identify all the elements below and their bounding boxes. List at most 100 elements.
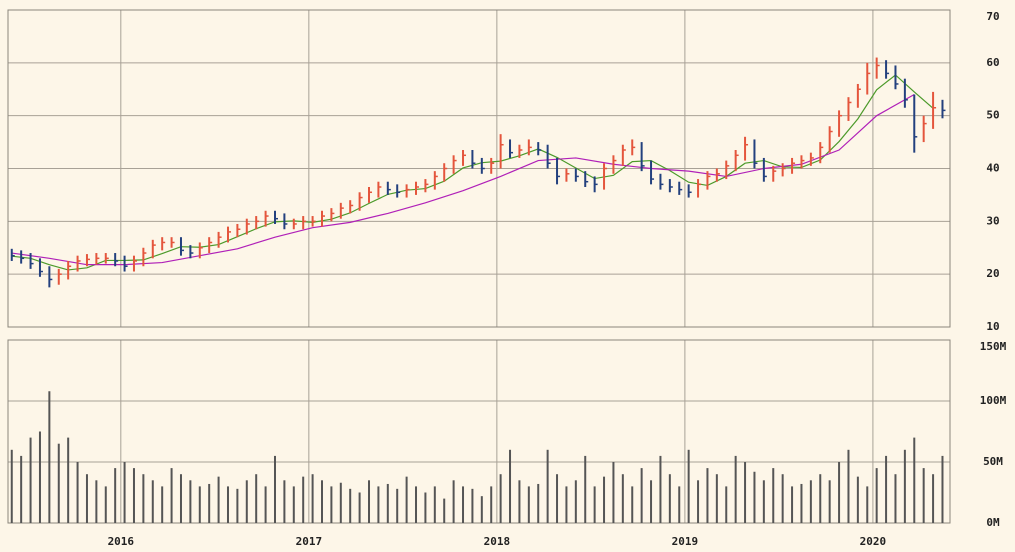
volume-bar [292,486,295,523]
y-tick-label: 30 [986,214,999,227]
volume-bar [424,492,427,523]
volume-bar [706,468,709,523]
volume-bar [941,455,944,523]
volume-bar [903,449,906,523]
volume-bar [715,474,718,523]
volume-bar [678,486,681,523]
x-tick-label: 2019 [672,535,699,548]
y-tick-label: 20 [986,267,999,280]
volume-bar [762,480,765,523]
volume-bar [875,468,878,523]
volume-bar [659,455,662,523]
volume-bar [264,486,267,523]
volume-bar [377,486,380,523]
volume-bar [151,480,154,523]
y-tick-label: 40 [986,162,999,175]
volume-bar [791,486,794,523]
volume-bar [518,480,521,523]
volume-bar [490,486,493,523]
panel-frame [7,9,951,328]
volume-bar [161,486,164,523]
volume-bar [809,480,812,523]
volume-bar [932,474,935,523]
volume-bar [330,486,333,523]
volume-bar [85,474,88,523]
volume-bar [828,480,831,523]
volume-bar [179,474,182,523]
volume-bar [76,462,79,523]
volume-bar [57,443,60,523]
volume-bar [650,480,653,523]
y-tick-label: 150M [980,340,1007,353]
volume-bar [20,455,23,523]
volume-bar [537,483,540,523]
x-tick-label: 2018 [484,535,511,548]
volume-bar [565,486,568,523]
volume-bar [208,483,211,523]
x-tick-label: 2016 [108,535,135,548]
y-tick-label: 50 [986,109,999,122]
volume-bar [358,492,361,523]
volume-bar [443,498,446,523]
volume-bar [123,462,126,523]
volume-bar [687,449,690,523]
y-tick-label: 100M [980,394,1007,407]
volume-bar [29,437,32,523]
volume-bar [772,468,775,523]
volume-bar [725,486,728,523]
y-tick-label: 50M [983,455,1003,468]
volume-bar [556,474,559,523]
volume-bar [142,474,145,523]
volume-bar [311,474,314,523]
volume-bar [527,486,530,523]
y-tick-label: 70 [986,10,999,23]
volume-bar [621,474,624,523]
volume-bar [255,474,258,523]
volume-bar [800,483,803,523]
volume-bar [546,449,549,523]
volume-bar [885,455,888,523]
volume-bar [584,455,587,523]
volume-bar [574,480,577,523]
volume-bar [631,486,634,523]
x-tick-label: 2017 [296,535,323,548]
volume-bar [847,449,850,523]
volume-bar [640,468,643,523]
volume-bar [245,480,248,523]
volume-bar [67,437,70,523]
volume-bar [236,488,239,523]
volume-bar [405,476,408,523]
volume-bar [104,486,107,523]
volume-bar [603,476,606,523]
volume-bar [856,476,859,523]
volume-bar [509,449,512,523]
volume-bar [668,474,671,523]
volume-bar [273,455,276,523]
volume-bar [114,468,117,523]
volume-bar [10,449,13,523]
panel-frame [7,339,951,524]
volume-bar [226,486,229,523]
volume-bar [396,488,399,523]
y-tick-label: 60 [986,56,999,69]
x-tick-label: 2020 [860,535,887,548]
volume-bar [302,476,305,523]
volume-bar [189,480,192,523]
volume-bar [217,476,220,523]
volume-bar [612,462,615,523]
volume-bar [462,486,465,523]
volume-bar [349,488,352,523]
volume-bar [499,474,502,523]
volume-bar [198,486,201,523]
volume-bar [922,468,925,523]
volume-bar [132,468,135,523]
y-tick-label: 10 [986,320,999,333]
volume-bar [321,480,323,523]
volume-bar [38,431,41,523]
volume-bar [744,462,747,523]
volume-bar [480,496,483,523]
volume-bar [170,468,173,523]
volume-bar [781,474,784,523]
